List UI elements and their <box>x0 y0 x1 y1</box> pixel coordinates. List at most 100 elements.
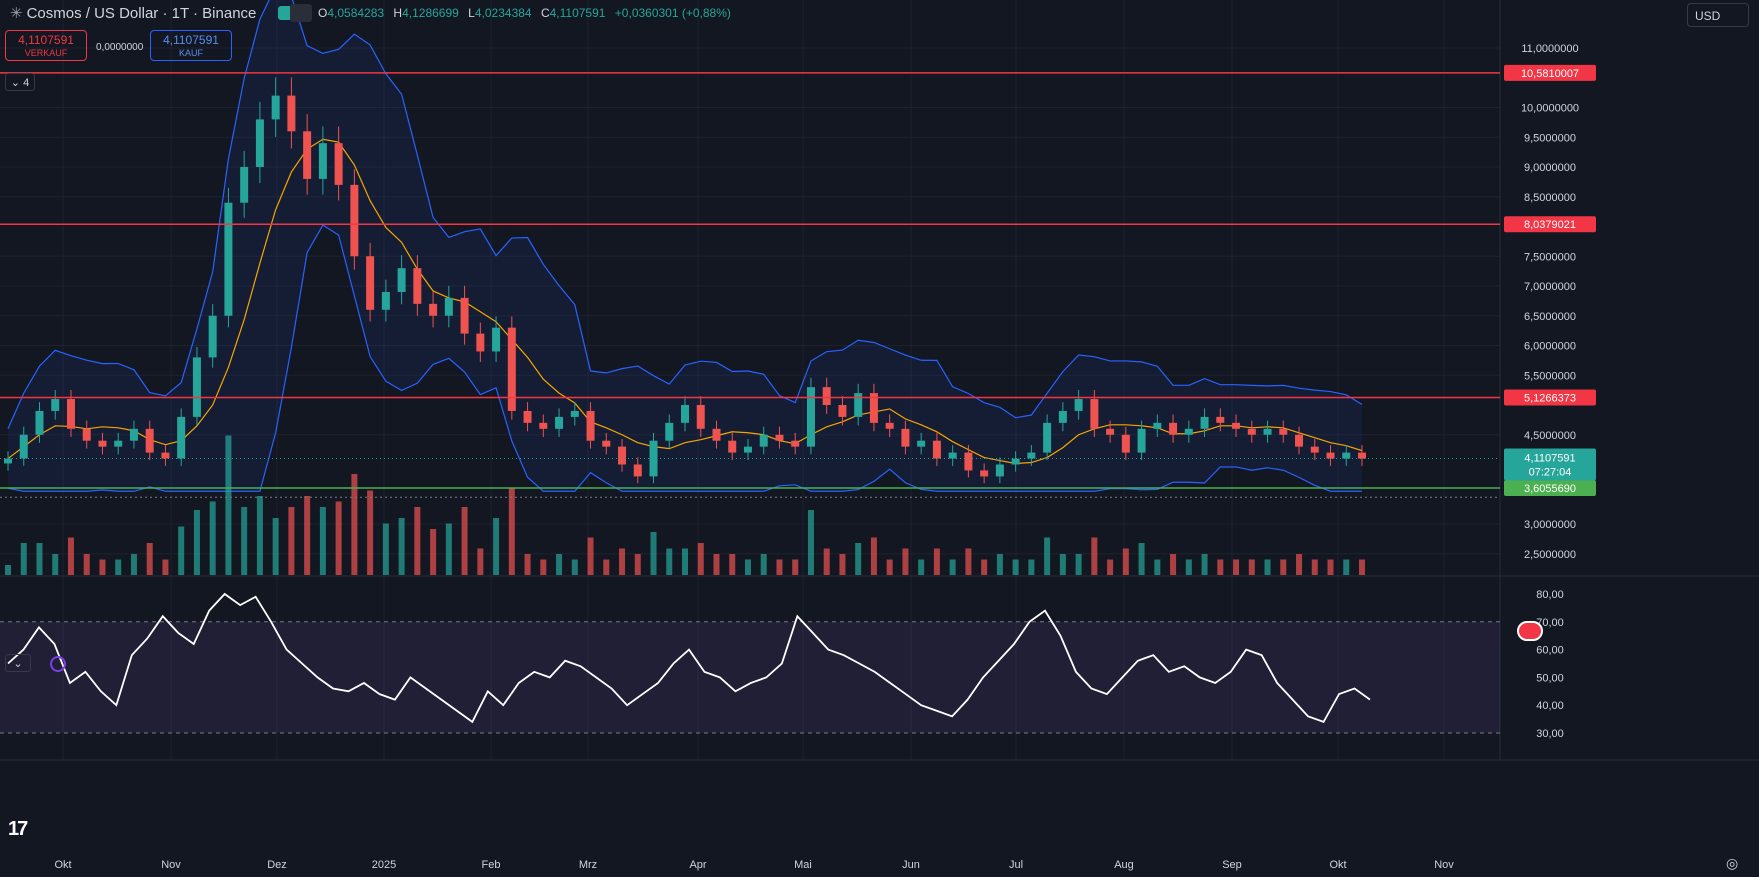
candle <box>145 428 154 453</box>
volume-bar <box>1217 559 1224 575</box>
price-line-tag <box>1504 389 1596 406</box>
rsi-indicator-icon[interactable] <box>50 656 66 672</box>
volume-bar <box>540 559 547 575</box>
price-line-label: 8,0379021 <box>1524 219 1576 231</box>
volume-bar <box>414 507 421 575</box>
volume-bar <box>1028 559 1035 575</box>
candle <box>523 410 532 423</box>
volume-bar <box>288 507 295 575</box>
rsi-tick: 60,00 <box>1536 645 1564 657</box>
candle <box>775 434 784 441</box>
volume-bar <box>36 543 43 575</box>
time-tick: Feb <box>482 859 501 871</box>
candle <box>869 393 878 423</box>
candle <box>1074 399 1083 411</box>
price-tick: 2,5000000 <box>1524 549 1576 561</box>
volume-bar <box>886 559 893 575</box>
volume-bar <box>272 518 279 575</box>
rsi-tick: 30,00 <box>1536 728 1564 740</box>
symbol-title[interactable]: ✳ Cosmos / US Dollar · 1T · Binance <box>10 5 257 22</box>
sell-button[interactable]: 4,1107591 VERKAUF <box>5 30 87 61</box>
volume-bar <box>1154 559 1161 575</box>
indicators-collapse-button[interactable]: ⌄ 4 <box>5 73 35 91</box>
candle <box>224 202 233 316</box>
volume-bar <box>1311 559 1318 575</box>
spread-value: 0,0000000 <box>96 42 144 53</box>
volume-bar <box>1280 559 1287 575</box>
volume-bar <box>603 559 610 575</box>
volume-bar <box>949 559 956 575</box>
candle <box>696 405 705 429</box>
candle <box>98 440 107 447</box>
candle <box>995 464 1004 477</box>
volume-bar <box>682 548 688 575</box>
tradingview-logo[interactable]: 17 <box>8 818 28 840</box>
candle <box>1200 416 1209 429</box>
candle <box>460 297 469 334</box>
volume-bar <box>461 507 468 575</box>
volume-bar <box>335 501 342 575</box>
price-tick: 6,5000000 <box>1524 311 1576 323</box>
volume-bar <box>1122 548 1129 575</box>
volume-bar <box>52 554 59 575</box>
volume-bar <box>130 554 137 575</box>
countdown-label: 07:27:04 <box>1529 467 1572 479</box>
volume-bar <box>713 554 720 575</box>
volume-bar <box>1233 559 1240 575</box>
volume-bar <box>587 537 594 575</box>
candle <box>66 399 75 429</box>
candle <box>964 452 973 471</box>
price-tick: 8,5000000 <box>1524 192 1576 204</box>
candle <box>665 422 674 441</box>
time-tick: Jul <box>1009 859 1023 871</box>
volume-bar <box>729 554 736 575</box>
volume-bar <box>619 548 626 575</box>
volume-bar <box>319 507 326 575</box>
moving-average <box>7 138 1363 465</box>
candle <box>51 399 60 411</box>
settings-icon[interactable]: ◎ <box>1726 855 1739 871</box>
candle <box>838 405 847 417</box>
candle <box>381 291 390 310</box>
candle <box>208 315 217 358</box>
us-flag-icon[interactable] <box>1517 621 1543 641</box>
candle <box>681 405 689 423</box>
currency-select[interactable]: USD <box>1687 3 1749 27</box>
volume-bar <box>556 554 563 575</box>
volume-bar <box>162 559 169 575</box>
volume-bar <box>933 548 940 575</box>
volume-bar <box>776 559 783 575</box>
candle <box>1263 428 1272 435</box>
volume-bar <box>1327 559 1334 575</box>
candle <box>287 95 296 132</box>
rsi-collapse-button[interactable]: ⌄ <box>5 654 31 672</box>
candle <box>539 422 548 429</box>
flag-icon[interactable] <box>290 4 312 22</box>
volume-bar <box>1296 554 1303 575</box>
volume-bar <box>178 526 185 575</box>
volume-bar <box>697 543 704 575</box>
current-price-tag <box>1504 448 1596 481</box>
candle <box>901 428 910 447</box>
volume-bar <box>870 537 877 575</box>
candle <box>1137 428 1146 453</box>
volume-bar <box>760 554 767 575</box>
volume-bar <box>1264 559 1271 575</box>
candle <box>19 434 28 459</box>
price-tick: 9,5000000 <box>1524 132 1576 144</box>
volume-bar <box>1201 554 1208 575</box>
candle <box>822 387 831 405</box>
volume-bar <box>807 510 814 575</box>
rsi-tick: 80,00 <box>1536 589 1564 601</box>
candle <box>586 410 595 441</box>
time-tick: Aug <box>1114 859 1134 871</box>
candle <box>759 434 768 447</box>
volume-bar <box>445 523 452 575</box>
time-tick: Okt <box>54 859 71 871</box>
buy-button[interactable]: 4,1107591 KAUF <box>150 30 232 61</box>
candle <box>429 303 438 316</box>
volume-bar <box>382 523 389 575</box>
time-tick: Nov <box>1434 859 1454 871</box>
